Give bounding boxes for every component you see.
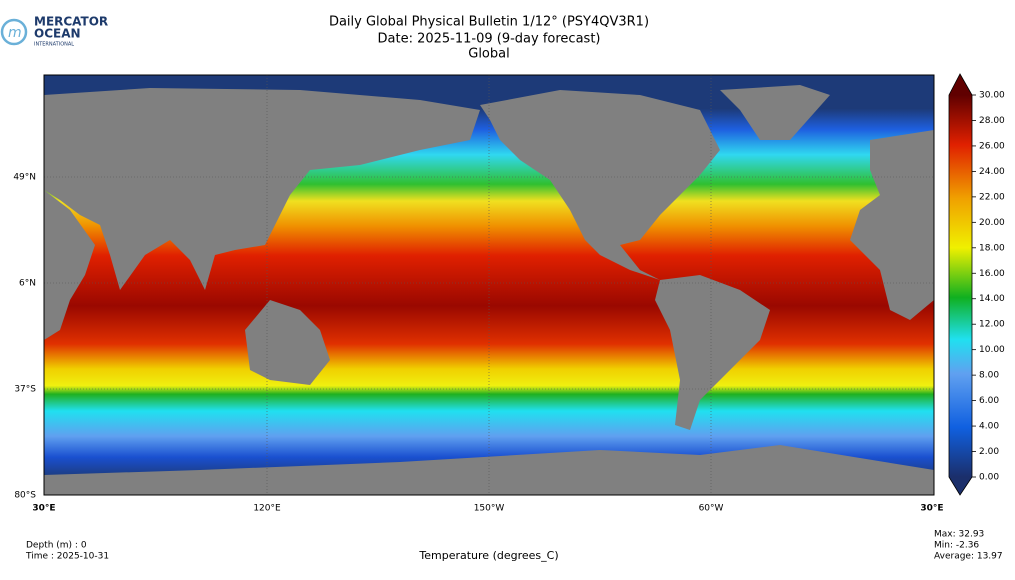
lon-label: 60°W	[699, 504, 724, 514]
date: Date: 2025-11-09 (9-day forecast)	[378, 32, 601, 47]
time: Time : 2025-10-31	[25, 552, 109, 562]
region: Global	[468, 47, 509, 62]
colorbar-tick-label: 10.00	[979, 345, 1005, 355]
variable: Temperature (degrees_C)	[418, 549, 558, 562]
map: 49°N 6°N 37°S 80°S 30°E 120°E 150°W 60°W…	[13, 74, 944, 514]
lon-label: 150°W	[474, 504, 505, 514]
colorbar-tick-label: 0.00	[979, 473, 999, 483]
logo-icon-letter: m	[8, 25, 22, 41]
logo: m MERCATOR OCEAN INTERNATIONAL	[0, 15, 108, 48]
south-america	[655, 275, 770, 430]
africa-east	[44, 190, 95, 340]
logo-icon	[0, 18, 28, 46]
colorbar-tick-label: 6.00	[979, 396, 999, 406]
antarctica	[44, 445, 934, 495]
colorbar-extend-min	[949, 477, 972, 495]
title: Daily Global Physical Bulletin 1/12° (PS…	[329, 15, 649, 30]
colorbar-tick-label: 12.00	[979, 320, 1005, 330]
lon-label: 120°E	[253, 504, 281, 514]
colorbar-tick-label: 8.00	[979, 371, 999, 381]
max: Max: 32.93	[934, 530, 984, 540]
asia	[44, 88, 480, 290]
graticule	[44, 75, 934, 495]
colorbar-tick-label: 26.00	[979, 141, 1005, 151]
colorbar-tick-label: 22.00	[979, 192, 1005, 202]
colorbar-tick-label: 24.00	[979, 167, 1005, 177]
greenland	[720, 85, 830, 140]
north-america	[480, 90, 720, 280]
colorbar-tick-label: 30.00	[979, 91, 1005, 101]
colorbar-tick-label: 4.00	[979, 422, 999, 432]
colorbar-extend-max	[949, 74, 972, 95]
colorbar-tick-label: 20.00	[979, 218, 1005, 228]
colorbar-bar	[949, 95, 972, 477]
lon-label: 30°E	[920, 504, 943, 514]
lat-label: 80°S	[14, 491, 36, 501]
min: Min: -2.36	[934, 541, 979, 551]
lat-label: 37°S	[14, 385, 36, 395]
colorbar-tick-label: 18.00	[979, 243, 1005, 253]
australia	[245, 300, 330, 385]
colorbar-tick-label: 28.00	[979, 116, 1005, 126]
colorbar: 0.00 2.00 4.00 6.00 8.00 10.00 12.00 14.00 16.00…	[948, 73, 1005, 496]
logo-text: MERCATOR	[34, 15, 108, 29]
logo-text: OCEAN	[34, 27, 81, 41]
average: Average: 13.97	[934, 552, 1003, 562]
lat-label: 49°N	[13, 173, 36, 183]
colorbar-tick-label: 16.00	[979, 269, 1005, 279]
land	[44, 85, 934, 495]
depth: Depth (m) : 0	[26, 541, 87, 551]
colorbar-tick-label: 14.00	[979, 294, 1005, 304]
europe-africa	[850, 130, 934, 320]
lat-label: 6°N	[19, 279, 36, 289]
map-frame	[43, 74, 935, 496]
logo-text: INTERNATIONAL	[34, 42, 74, 48]
lon-label: 30°E	[32, 504, 55, 514]
colorbar-tick-label: 2.00	[979, 447, 999, 457]
